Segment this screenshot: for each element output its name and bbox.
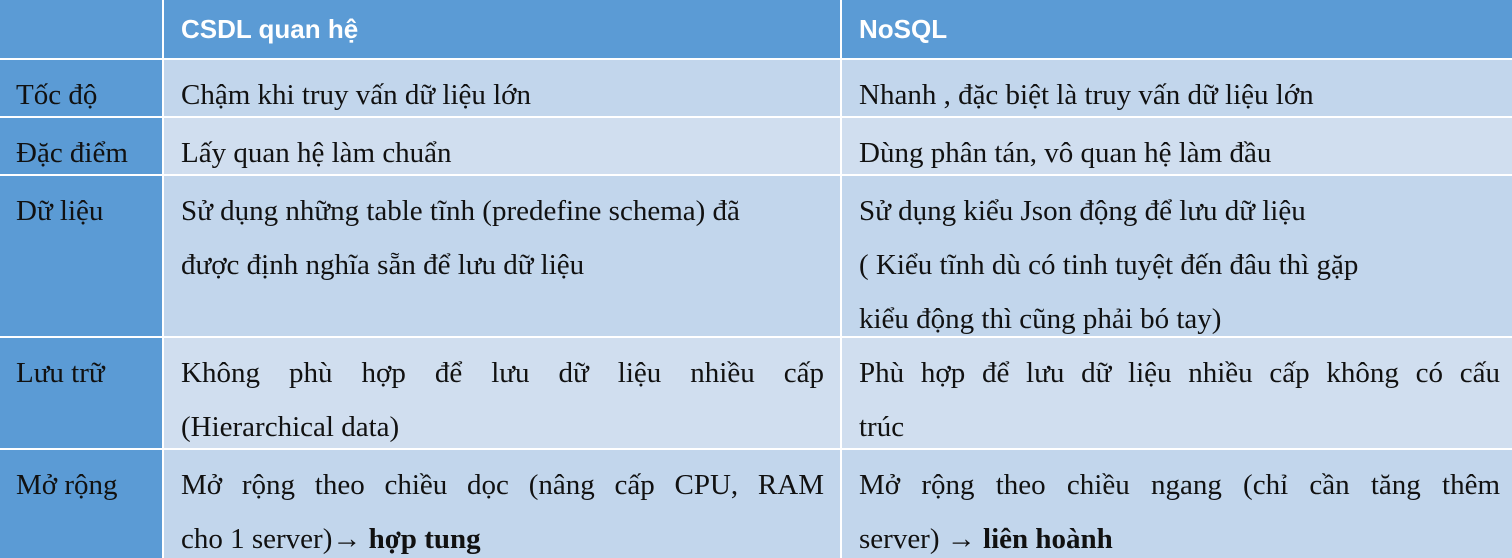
cell-text: cho 1 server) bbox=[181, 523, 333, 555]
cell-storage-relational: Không phù hợp để lưu dữ liệu nhiều cấp (… bbox=[164, 338, 840, 448]
cell-data-relational: Sử dụng những table tĩnh (predefine sche… bbox=[164, 176, 840, 336]
cell-scaling-nosql: Mở rộng theo chiều ngang (chỉ cần tăng t… bbox=[842, 450, 1512, 558]
cell-line: (Hierarchical data) bbox=[181, 411, 400, 443]
cell-storage-nosql: Phù hợp để lưu dữ liệu nhiều cấp không c… bbox=[842, 338, 1512, 448]
row-label-data: Dữ liệu bbox=[0, 176, 162, 336]
cell-line: Sử dụng kiểu Json động để lưu dữ liệu bbox=[859, 195, 1306, 227]
cell-line: Không phù hợp để lưu dữ liệu nhiều cấp bbox=[181, 357, 824, 389]
cell-line: Sử dụng những table tĩnh (predefine sche… bbox=[181, 195, 740, 227]
header-relational: CSDL quan hệ bbox=[164, 0, 840, 58]
cell-characteristics-nosql: Dùng phân tán, vô quan hệ làm đầu bbox=[842, 118, 1512, 174]
cell-speed-nosql: Nhanh , đặc biệt là truy vấn dữ liệu lớn bbox=[842, 60, 1512, 116]
cell-line: trúc bbox=[859, 411, 905, 443]
conclusion-text: liên hoành bbox=[983, 523, 1113, 555]
cell-speed-relational: Chậm khi truy vấn dữ liệu lớn bbox=[164, 60, 840, 116]
row-label-characteristics: Đặc điểm bbox=[0, 118, 162, 174]
cell-line-with-conclusion: server) → liên hoành bbox=[859, 512, 1500, 558]
cell-scaling-relational: Mở rộng theo chiều dọc (nâng cấp CPU, RA… bbox=[164, 450, 840, 558]
cell-line-with-conclusion: cho 1 server)→ hợp tung bbox=[181, 512, 824, 558]
cell-data-nosql: Sử dụng kiểu Json động để lưu dữ liệu ( … bbox=[842, 176, 1512, 336]
header-corner-cell bbox=[0, 0, 162, 58]
arrow-right-icon: → bbox=[946, 523, 976, 555]
row-label-storage: Lưu trữ bbox=[0, 338, 162, 448]
cell-line: Chậm khi truy vấn dữ liệu lớn bbox=[181, 79, 532, 111]
cell-line: Phù hợp để lưu dữ liệu nhiều cấp không c… bbox=[859, 357, 1500, 389]
cell-line: kiểu động thì cũng phải bó tay) bbox=[859, 303, 1222, 335]
cell-text: server) bbox=[859, 523, 940, 555]
cell-line: Mở rộng theo chiều ngang (chỉ cần tăng t… bbox=[859, 469, 1500, 501]
cell-line: Lấy quan hệ làm chuẩn bbox=[181, 137, 452, 169]
cell-line: được định nghĩa sẵn để lưu dữ liệu bbox=[181, 249, 585, 281]
cell-characteristics-relational: Lấy quan hệ làm chuẩn bbox=[164, 118, 840, 174]
cell-line: Dùng phân tán, vô quan hệ làm đầu bbox=[859, 137, 1272, 169]
arrow-right-icon: → bbox=[332, 523, 362, 555]
header-nosql: NoSQL bbox=[842, 0, 1512, 58]
conclusion-text: hợp tung bbox=[368, 523, 481, 555]
row-label-scaling: Mở rộng bbox=[0, 450, 162, 558]
row-label-speed: Tốc độ bbox=[0, 60, 162, 116]
cell-line: Nhanh , đặc biệt là truy vấn dữ liệu lớn bbox=[859, 79, 1314, 111]
cell-line: ( Kiểu tĩnh dù có tinh tuyệt đến đâu thì… bbox=[859, 249, 1359, 281]
cell-line: Mở rộng theo chiều dọc (nâng cấp CPU, RA… bbox=[181, 469, 824, 501]
